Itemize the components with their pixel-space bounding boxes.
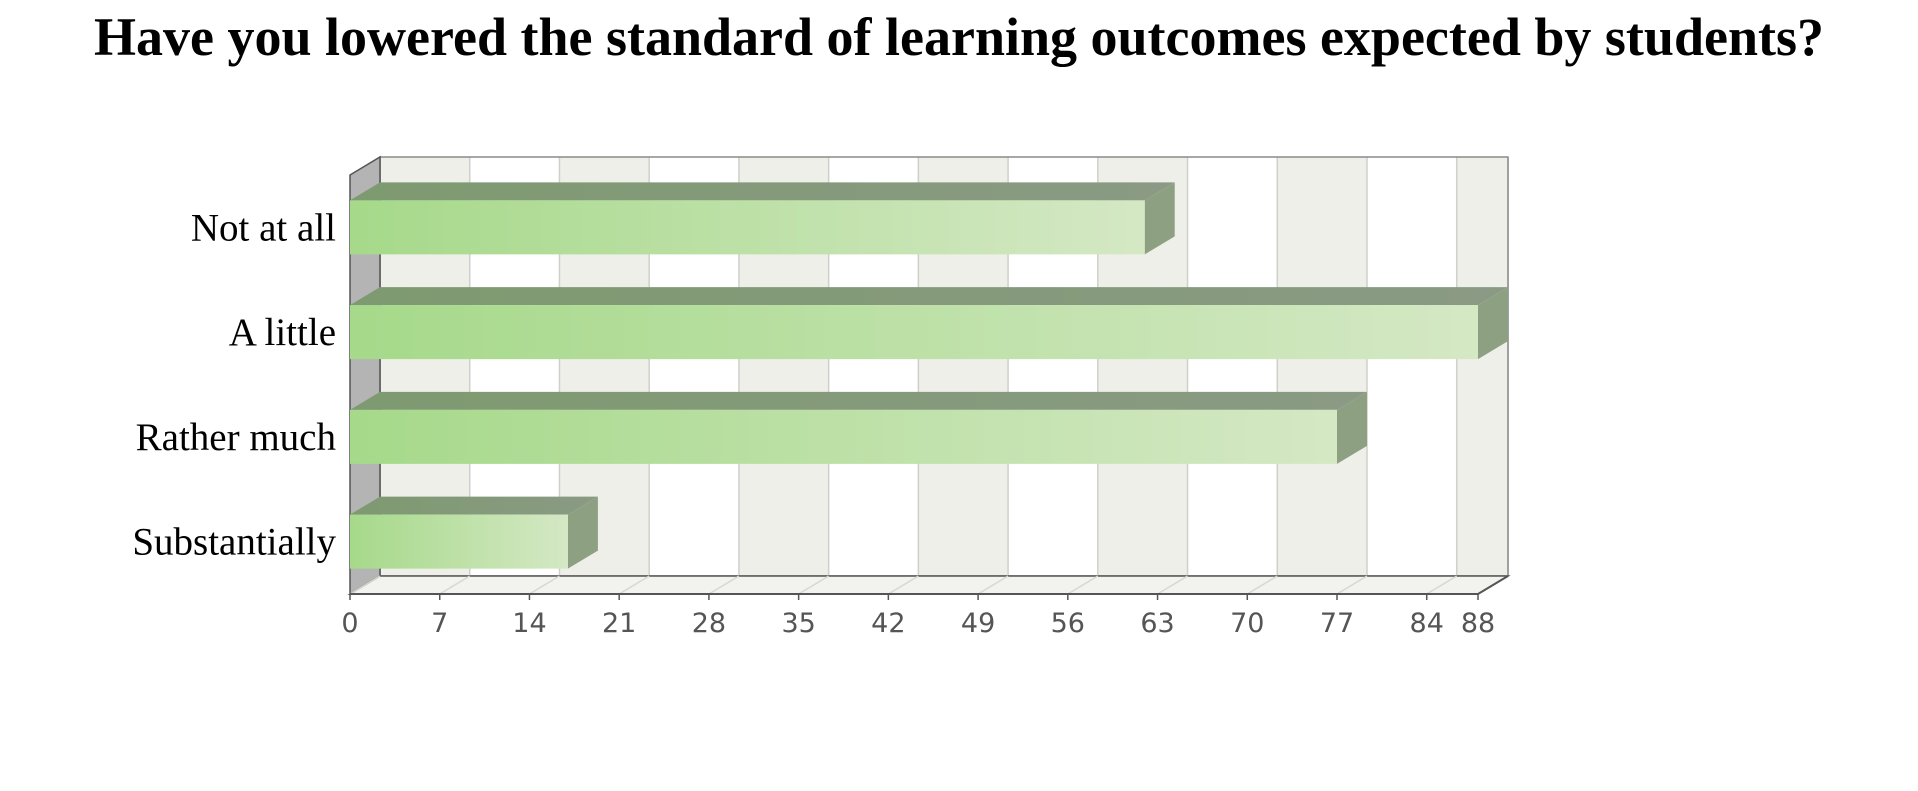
x-tick-label: 35 <box>781 608 815 639</box>
x-tick-label: 84 <box>1410 608 1444 639</box>
floor-gridline <box>1067 575 1099 595</box>
bar-top <box>350 391 1367 410</box>
floor-gridline <box>887 575 919 595</box>
floor-gridline <box>977 575 1009 595</box>
x-tick-label: 56 <box>1051 608 1085 639</box>
x-tick-label: 42 <box>871 608 905 639</box>
x-tick-label: 77 <box>1320 608 1354 639</box>
floor-gridline <box>618 575 650 595</box>
bar-end <box>1144 182 1175 255</box>
x-tick-label: 14 <box>512 608 546 639</box>
bar-top <box>350 182 1175 201</box>
wall-band <box>1367 157 1457 576</box>
bar <box>350 287 1508 360</box>
category-label: Not at all <box>191 206 336 249</box>
bar <box>350 496 598 569</box>
bar-front <box>350 514 568 569</box>
floor-gridline <box>708 575 740 595</box>
x-axis-depth-edge <box>1477 575 1509 595</box>
floor-gridline <box>798 575 830 595</box>
x-tick-label: 63 <box>1140 608 1174 639</box>
x-tick-label: 28 <box>692 608 726 639</box>
wall-band <box>1187 157 1278 576</box>
bar <box>350 182 1175 255</box>
category-label: Substantially <box>132 521 336 564</box>
x-tick-label: 0 <box>341 608 358 639</box>
x-tick-label: 49 <box>961 608 995 639</box>
bar-front <box>350 305 1478 360</box>
bar-end <box>1337 391 1367 464</box>
wall-band <box>1277 157 1367 576</box>
bar-front <box>350 409 1337 464</box>
x-tick-label: 70 <box>1230 608 1264 639</box>
category-label: A little <box>229 311 336 354</box>
bar-end <box>1478 287 1508 360</box>
bar-front <box>350 200 1145 255</box>
bar <box>350 391 1367 464</box>
floor-gridline <box>349 575 381 595</box>
bar-top <box>350 496 598 515</box>
floor-gridline <box>1246 575 1278 595</box>
bar-top <box>350 287 1508 306</box>
x-tick-labels: 0 7 14 21 28 35 42 49 56 63 70 77 84 88 <box>341 608 1495 639</box>
wall-band <box>1456 157 1508 576</box>
floor-gridline <box>1426 575 1458 595</box>
bars-group <box>350 182 1508 569</box>
x-tick-label: 21 <box>602 608 636 639</box>
floor-gridline <box>439 575 471 595</box>
floor-gridline <box>529 575 560 595</box>
x-tick-label: 7 <box>431 608 448 639</box>
category-labels: Not at all A little Rather much Substantial… <box>132 206 336 563</box>
chart-title: Have you lowered the standard of learnin… <box>94 7 1824 67</box>
floor-gridline <box>1336 575 1368 595</box>
floor <box>347 575 1511 595</box>
bar-end <box>567 496 598 569</box>
category-label: Rather much <box>136 416 336 459</box>
x-tick-label: 88 <box>1461 608 1495 639</box>
floor-gridline <box>1157 575 1188 595</box>
